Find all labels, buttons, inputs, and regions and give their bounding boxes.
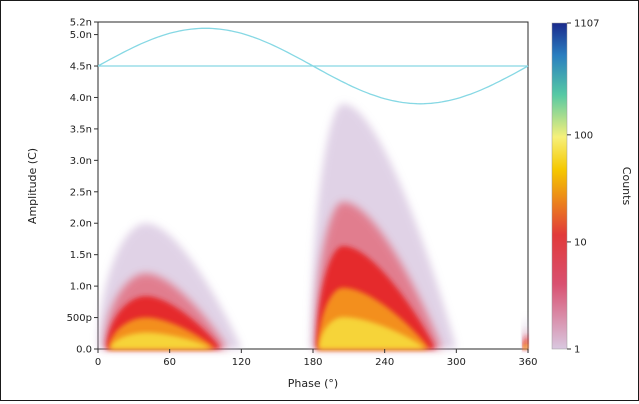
heatmap-density-band <box>319 317 425 349</box>
y-tick-label: 2.5n <box>70 187 92 198</box>
x-tick-label: 300 <box>447 357 466 368</box>
heatmap-density-band <box>523 344 528 349</box>
heatmap-cluster <box>522 317 528 349</box>
x-tick-label: 360 <box>518 357 537 368</box>
colorbar-tick-label: 1107 <box>574 19 599 30</box>
x-tick-label: 0 <box>95 357 101 368</box>
colorbar-tick-label: 10 <box>574 237 587 248</box>
colorbar <box>551 22 568 350</box>
y-tick-label: 1.0n <box>70 282 92 293</box>
y-tick-label: 5.2n <box>70 18 92 29</box>
heatmap-cluster <box>310 103 457 349</box>
colorbar-title: Counts <box>620 167 633 206</box>
y-tick-label: 2.0n <box>70 219 92 230</box>
y-tick-label: 3.5n <box>70 124 92 135</box>
heatmap-cluster <box>98 223 242 349</box>
heatmap-layer <box>98 103 528 349</box>
y-tick-label: 1.5n <box>70 250 92 261</box>
x-axis-title: Phase (°) <box>288 377 338 390</box>
y-tick-label: 4.5n <box>70 62 92 73</box>
y-axis: 0.0 500p 1.0n 1.5n 2.0n 2.5n 3.0n 3.5n 4.0n 4.5n 5… <box>67 18 98 356</box>
x-tick-label: 60 <box>163 357 176 368</box>
x-tick-label: 120 <box>232 357 251 368</box>
colorbar-tick-label: 100 <box>574 130 593 141</box>
y-tick-label: 500p <box>67 313 92 324</box>
y-tick-label: 3.0n <box>70 156 92 167</box>
x-tick-label: 240 <box>375 357 394 368</box>
y-tick-label: 4.0n <box>70 93 92 104</box>
colorbar-ticks: 1 10 100 1107 <box>567 19 599 356</box>
y-tick-label: 0.0 <box>76 345 92 356</box>
y-tick-label: 5.0n <box>70 30 92 41</box>
x-tick-label: 180 <box>303 357 322 368</box>
colorbar-tick-label: 1 <box>574 345 580 356</box>
heatmap-density-band <box>110 332 211 349</box>
y-axis-title: Amplitude (C) <box>26 148 39 224</box>
reference-sine-wave <box>97 27 529 105</box>
x-axis: 0 60 120 180 240 300 360 <box>95 349 538 368</box>
